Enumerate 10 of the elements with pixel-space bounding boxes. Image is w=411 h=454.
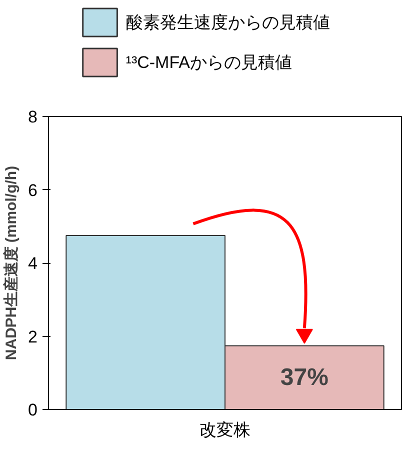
- y-tick-label: 8: [28, 108, 38, 126]
- legend-label: ¹³C-MFAからの見積値: [126, 53, 292, 72]
- x-tick-label: 改変株: [200, 420, 250, 440]
- y-tick-label: 2: [28, 327, 38, 346]
- y-axis-title: NADPH生産速度 (mmol/g/h): [2, 166, 20, 360]
- legend-label: 酸素発生速度からの見積値: [126, 13, 330, 32]
- y-tick-label: 6: [28, 180, 38, 200]
- y-tick-label: 0: [28, 400, 38, 420]
- annotation: 37%: [280, 364, 328, 392]
- y-tick-label: 4: [28, 254, 38, 273]
